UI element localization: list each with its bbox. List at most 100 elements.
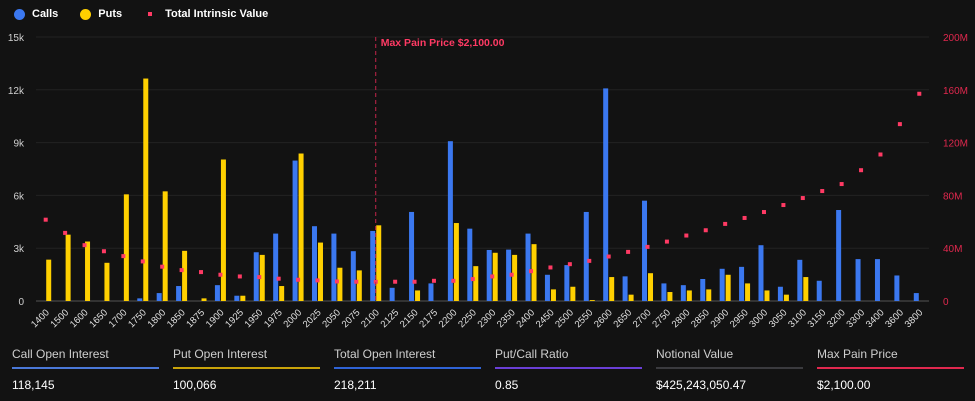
intrinsic-value-point (684, 233, 689, 238)
put-bar (415, 290, 421, 301)
put-bar (609, 277, 615, 301)
call-bar (428, 283, 434, 301)
call-bar (156, 293, 162, 301)
put-bar (473, 266, 479, 301)
intrinsic-value-point (451, 278, 456, 283)
x-axis-tick-label: 2600 (592, 307, 615, 330)
intrinsic-value-point (626, 249, 631, 254)
put-bar (589, 300, 595, 301)
x-axis-tick-label: 2150 (398, 307, 421, 330)
x-axis-tick-label: 1925 (223, 307, 246, 330)
right-axis-tick-label: 80M (943, 191, 962, 202)
put-bar (65, 234, 71, 301)
put-bar (492, 252, 498, 301)
call-bar (719, 268, 725, 301)
intrinsic-value-point (839, 182, 844, 187)
x-axis-tick-label: 2100 (359, 307, 382, 330)
put-bar (46, 259, 52, 301)
call-bar (583, 211, 589, 301)
x-axis-tick-label: 2900 (709, 307, 732, 330)
call-bar (642, 200, 648, 301)
stat-label: Notional Value (656, 347, 734, 361)
x-axis-tick-label: 2300 (476, 307, 499, 330)
left-axis-tick-label: 9k (13, 139, 25, 150)
stat-value: 0.85 (495, 378, 519, 392)
right-axis-tick-label: 160M (943, 86, 968, 97)
intrinsic-value-point (276, 276, 281, 281)
intrinsic-value-point (897, 122, 902, 127)
x-axis-tick-label: 2400 (514, 307, 537, 330)
x-axis-tick-label: 2800 (670, 307, 693, 330)
intrinsic-value-point (160, 264, 165, 269)
put-bar (162, 191, 168, 301)
x-axis-tick-label: 1950 (243, 307, 266, 330)
call-bar (486, 249, 492, 301)
legend-intrinsic-label: Total Intrinsic Value (165, 8, 269, 20)
call-bar (370, 230, 376, 301)
put-bar (667, 292, 673, 301)
intrinsic-value-point (296, 277, 301, 282)
put-bar (531, 244, 537, 301)
put-bar (686, 290, 692, 301)
intrinsic-value-point (587, 258, 592, 263)
stat-label: Total Open Interest (334, 347, 436, 361)
intrinsic-value-point (373, 279, 378, 284)
put-bar (279, 286, 285, 301)
x-axis-tick-label: 1400 (29, 307, 52, 330)
legend-puts[interactable]: Puts (80, 8, 122, 20)
right-axis-tick-label: 120M (943, 139, 968, 150)
put-bar (220, 159, 226, 301)
intrinsic-value-point (121, 254, 126, 259)
intrinsic-value-point (781, 203, 786, 208)
x-axis-tick-label: 3400 (864, 307, 887, 330)
intrinsic-value-point (703, 228, 708, 233)
call-bar (622, 276, 628, 301)
x-axis-tick-label: 2050 (320, 307, 343, 330)
x-axis-tick-label: 1750 (126, 307, 149, 330)
x-axis-tick-label: 2850 (689, 307, 712, 330)
call-bar (525, 233, 531, 301)
put-bar (104, 262, 110, 301)
put-bar (143, 78, 149, 301)
intrinsic-value-point (315, 278, 320, 283)
x-axis-tick-label: 2700 (631, 307, 654, 330)
x-axis-tick-label: 3150 (806, 307, 829, 330)
stat-label: Put Open Interest (173, 347, 268, 361)
intrinsic-value-point (509, 272, 514, 277)
x-axis-tick-label: 2125 (379, 307, 402, 330)
call-bar (603, 88, 609, 301)
stat-underline (12, 367, 159, 369)
left-axis-tick-label: 3k (13, 244, 25, 255)
intrinsic-value-point (664, 239, 669, 244)
stat-value: 100,066 (173, 378, 217, 392)
x-axis-tick-label: 3800 (903, 307, 926, 330)
x-axis-tick-label: 2350 (495, 307, 518, 330)
open-interest-chart: 0 3k 6k 9k 12k 15k 0 40M 80M 120M 160M 200M 14001500… (8, 33, 968, 330)
stat-call-oi: Call Open Interest 118,145 (12, 347, 159, 392)
x-axis-tick-label: 3600 (883, 307, 906, 330)
put-bar (512, 254, 518, 301)
stat-label: Put/Call Ratio (495, 347, 569, 361)
call-bar (137, 298, 143, 301)
call-bar (273, 233, 279, 301)
intrinsic-value-point (237, 274, 242, 279)
max-pain-label: Max Pain Price $2,100.00 (381, 37, 505, 49)
x-axis-tick-label: 1500 (49, 307, 72, 330)
intrinsic-value-point (218, 272, 223, 277)
intrinsic-value-point (431, 278, 436, 283)
call-bar (292, 160, 298, 301)
stat-max-pain: Max Pain Price $2,100.00 (817, 347, 964, 392)
stat-value: 118,145 (12, 378, 55, 392)
x-axis-tick-label: 1900 (204, 307, 227, 330)
left-axis-tick-label: 15k (8, 33, 25, 44)
x-axis-tick-label: 2750 (650, 307, 673, 330)
chart-legend: Calls Puts Total Intrinsic Value (14, 8, 268, 20)
intrinsic-value-point (820, 189, 825, 194)
stat-label: Call Open Interest (12, 347, 109, 361)
put-bar (725, 274, 731, 301)
legend-intrinsic[interactable]: Total Intrinsic Value (144, 8, 268, 20)
x-axis-tick-label: 2000 (281, 307, 304, 330)
stat-underline (817, 367, 964, 369)
put-bar (317, 242, 323, 301)
legend-calls[interactable]: Calls (14, 8, 58, 20)
